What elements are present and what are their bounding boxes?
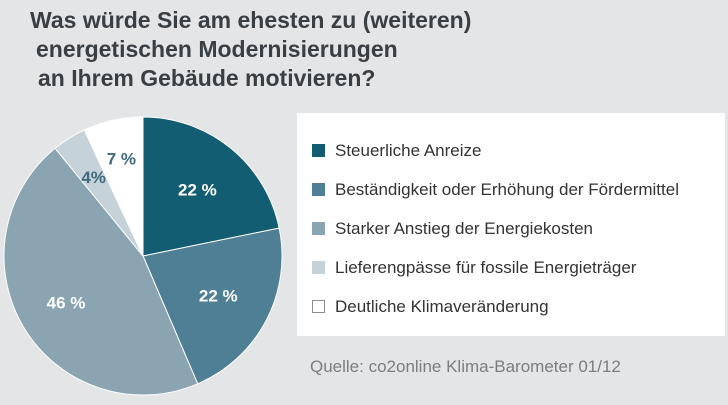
legend-swatch (312, 144, 325, 157)
pie-slice-5 (83, 116, 144, 257)
legend-label: Starker Anstieg der Energiekosten (335, 218, 593, 238)
title-line-3: an Ihrem Gebäude motivieren? (38, 65, 376, 91)
legend-label: Beständigkeit oder Erhöhung der Fördermi… (335, 179, 679, 199)
pie-slice-1 (142, 116, 280, 257)
slice-value-label-2: 22 % (199, 286, 238, 305)
chart-title: Was würde Sie am ehesten zu (weiteren) e… (30, 6, 530, 93)
legend-item-3: Starker Anstieg der Energiekosten (312, 209, 725, 248)
slice-value-label-5: 7 % (107, 149, 136, 168)
slice-value-label-4: 4% (81, 168, 106, 187)
title-line-1: Was würde Sie am ehesten zu (weiteren) (30, 7, 472, 33)
legend-swatch (312, 183, 325, 196)
slice-value-label-3: 46 % (47, 294, 86, 313)
legend-label: Deutliche Klimaveränderung (335, 296, 549, 316)
legend-swatch (312, 261, 325, 274)
legend-swatch (312, 222, 325, 235)
source-note: Quelle: co2online Klima-Barometer 01/12 (310, 357, 621, 376)
legend-item-2: Beständigkeit oder Erhöhung der Fördermi… (312, 170, 725, 209)
title-line-2: energetischen Modernisierungen (36, 36, 398, 62)
legend: Steuerliche Anreize Beständigkeit oder Er… (297, 113, 725, 336)
legend-label: Lieferengpässe für fossile Energieträger (335, 257, 637, 277)
legend-item-1: Steuerliche Anreize (312, 131, 725, 170)
pie-slice-2 (142, 227, 283, 385)
legend-item-5: Deutliche Klimaveränderung (312, 287, 725, 326)
legend-label: Steuerliche Anreize (335, 140, 482, 160)
legend-swatch (312, 300, 325, 313)
legend-item-4: Lieferengpässe für fossile Energieträger (312, 248, 725, 287)
pie-slice-3 (3, 147, 199, 396)
pie-chart: 22 % 22 % 46 % 4%7 % (3, 116, 283, 396)
slice-value-label-1: 22 % (178, 180, 217, 199)
